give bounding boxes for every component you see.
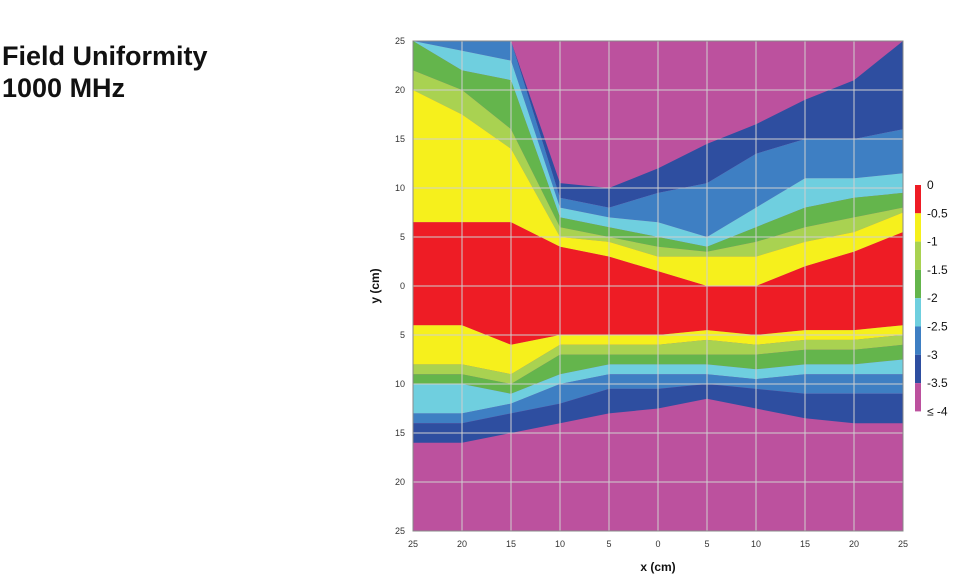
legend-label: -3 bbox=[927, 348, 938, 362]
legend: 0 -0.5 -1 -1.5 -2 -2.5 -3 -3.5 ≤ -4 bbox=[915, 178, 948, 418]
chart-title: Field Uniformity 1000 MHz bbox=[2, 40, 208, 104]
y-tick-label: 25 bbox=[395, 36, 405, 46]
x-axis-label: x (cm) bbox=[640, 560, 675, 574]
y-tick-label: 25 bbox=[395, 526, 405, 536]
legend-swatch bbox=[915, 241, 921, 270]
legend-label: 0 bbox=[927, 178, 934, 192]
x-tick-label: 5 bbox=[606, 539, 611, 549]
y-tick-label: 20 bbox=[395, 85, 405, 95]
legend-label: -2.5 bbox=[927, 320, 948, 334]
band-lower-4 bbox=[413, 359, 903, 414]
x-tick-label: 25 bbox=[408, 539, 418, 549]
legend-label: -2 bbox=[927, 291, 938, 305]
legend-label: ≤ -4 bbox=[927, 404, 948, 418]
x-tick-label: 25 bbox=[898, 539, 908, 549]
band-lower-1 bbox=[413, 325, 903, 375]
y-tick-label: 10 bbox=[395, 379, 405, 389]
x-tick-label: 20 bbox=[457, 539, 467, 549]
title-line-1: Field Uniformity bbox=[2, 41, 208, 71]
legend-label: -1 bbox=[927, 235, 938, 249]
legend-label: -0.5 bbox=[927, 206, 948, 220]
band-lower-5 bbox=[413, 374, 903, 424]
title-line-2: 1000 MHz bbox=[2, 73, 126, 103]
y-tick-label: 10 bbox=[395, 183, 405, 193]
legend-swatch bbox=[915, 326, 921, 355]
x-tick-label: 15 bbox=[506, 539, 516, 549]
x-tick-label: 0 bbox=[655, 539, 660, 549]
band-lower-2 bbox=[413, 335, 903, 384]
x-tick-label: 10 bbox=[751, 539, 761, 549]
band-lower-6 bbox=[413, 384, 903, 443]
legend-swatch bbox=[915, 213, 921, 242]
x-tick-label: 20 bbox=[849, 539, 859, 549]
y-tick-label: 20 bbox=[395, 477, 405, 487]
legend-swatch bbox=[915, 269, 921, 299]
legend-swatch bbox=[915, 185, 921, 214]
legend-swatch bbox=[915, 383, 921, 412]
band-lower-3 bbox=[413, 344, 903, 394]
y-axis-label: y (cm) bbox=[368, 268, 382, 303]
legend-swatch bbox=[915, 298, 921, 327]
legend-swatch bbox=[915, 354, 921, 384]
x-tick-label: 15 bbox=[800, 539, 810, 549]
x-tick-label: 5 bbox=[704, 539, 709, 549]
legend-label: -1.5 bbox=[927, 263, 948, 277]
y-tick-label: 15 bbox=[395, 428, 405, 438]
x-tick-label: 10 bbox=[555, 539, 565, 549]
legend-label: -3.5 bbox=[927, 376, 948, 390]
y-tick-label: 0 bbox=[400, 281, 405, 291]
y-tick-label: 5 bbox=[400, 232, 405, 242]
band-upper-3 bbox=[413, 41, 903, 247]
y-tick-label: 5 bbox=[400, 330, 405, 340]
y-tick-labels: 25 20 15 10 5 0 5 10 15 20 25 bbox=[395, 36, 405, 536]
plot-frame bbox=[412, 40, 904, 532]
y-tick-label: 15 bbox=[395, 134, 405, 144]
x-tick-labels: 25 20 15 10 5 0 5 10 15 20 25 bbox=[408, 539, 908, 549]
